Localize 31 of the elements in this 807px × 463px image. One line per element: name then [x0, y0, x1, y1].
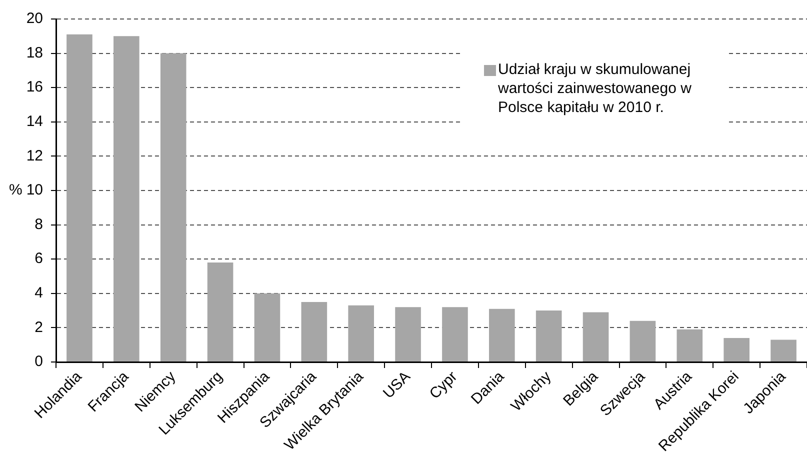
- bar: [66, 34, 92, 362]
- y-tick-label: 10: [26, 182, 43, 199]
- bar: [348, 305, 374, 362]
- x-tick-label: Cypr: [426, 368, 461, 403]
- y-tick-label: 16: [26, 78, 43, 96]
- bar: [301, 302, 328, 362]
- bar: [724, 338, 750, 362]
- x-tick-label: USA: [380, 368, 414, 402]
- legend-label: Udział kraju w skumulowanej wartości zainwestowanego w Polsce kapitału w 2010 r.: [498, 60, 692, 117]
- bar: [442, 307, 468, 362]
- y-tick-label: 14: [26, 113, 43, 130]
- bar: [582, 312, 609, 362]
- bar: [489, 308, 515, 362]
- y-tick-label: 4: [34, 284, 43, 302]
- y-tick-label: 12: [26, 147, 43, 164]
- y-tick-label: 18: [26, 44, 43, 62]
- y-tick-label: 2: [34, 318, 43, 336]
- y-tick-label: 6: [34, 250, 43, 268]
- y-axis-title: %: [9, 182, 22, 199]
- y-tick-label: 0: [34, 353, 43, 370]
- bar: [676, 329, 703, 362]
- bar: [395, 307, 421, 362]
- bar: [207, 262, 234, 362]
- bar: [536, 310, 562, 362]
- bar: [254, 293, 280, 362]
- bar: [160, 53, 186, 362]
- bar: [630, 320, 656, 362]
- bar: [114, 36, 140, 362]
- bar: [770, 340, 796, 362]
- y-tick-label: 20: [26, 10, 43, 28]
- y-tick-label: 8: [34, 216, 43, 233]
